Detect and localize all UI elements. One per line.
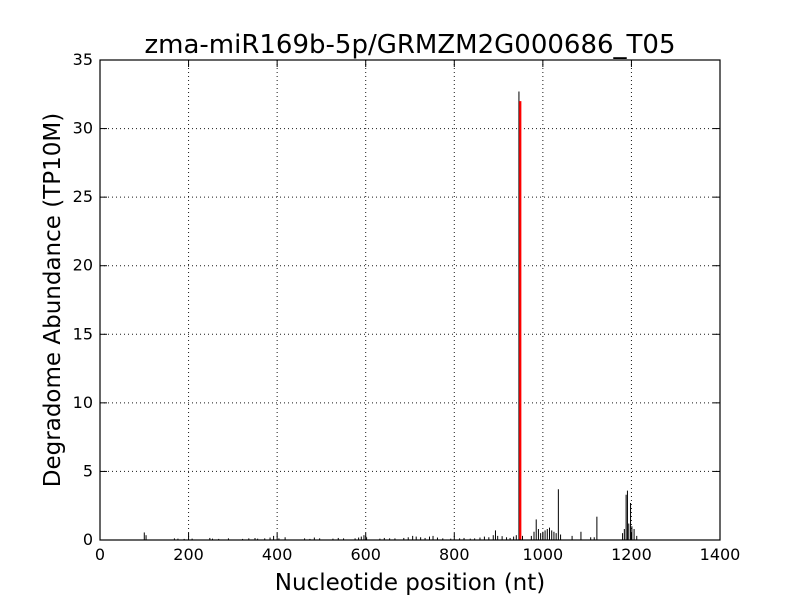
x-tick-label: 1400: [700, 545, 741, 564]
y-axis-label: Degradome Abundance (TP10M): [40, 113, 66, 487]
plot-frame: [99, 59, 721, 541]
tick-layer: 0 200 400 600 800 1000 1200 1400 0 5 10 15 20 25 30 35: [73, 50, 741, 564]
y-tick-label: 15: [73, 324, 93, 343]
y-tick-label: 0: [83, 530, 93, 549]
data-layer: [143, 91, 638, 540]
x-tick-label: 600: [350, 545, 381, 564]
frame-layer: [99, 59, 721, 541]
y-tick-label: 20: [73, 256, 93, 275]
chart-title: zma-miR169b-5p/GRMZM2G000686_T05: [144, 30, 675, 60]
grid-layer: [100, 60, 720, 540]
y-tick-label: 30: [73, 119, 93, 138]
x-axis-label: Nucleotide position (nt): [275, 570, 545, 596]
y-tick-label: 10: [73, 393, 93, 412]
x-tick-label: 800: [439, 545, 470, 564]
y-tick-label: 25: [73, 187, 93, 206]
x-tick-label: 400: [262, 545, 293, 564]
y-tick-label: 5: [83, 461, 93, 480]
y-tick-label: 35: [73, 50, 93, 69]
x-tick-label: 1000: [522, 545, 563, 564]
x-tick-label: 200: [173, 545, 204, 564]
x-tick-label: 0: [95, 545, 105, 564]
x-tick-label: 1200: [611, 545, 652, 564]
